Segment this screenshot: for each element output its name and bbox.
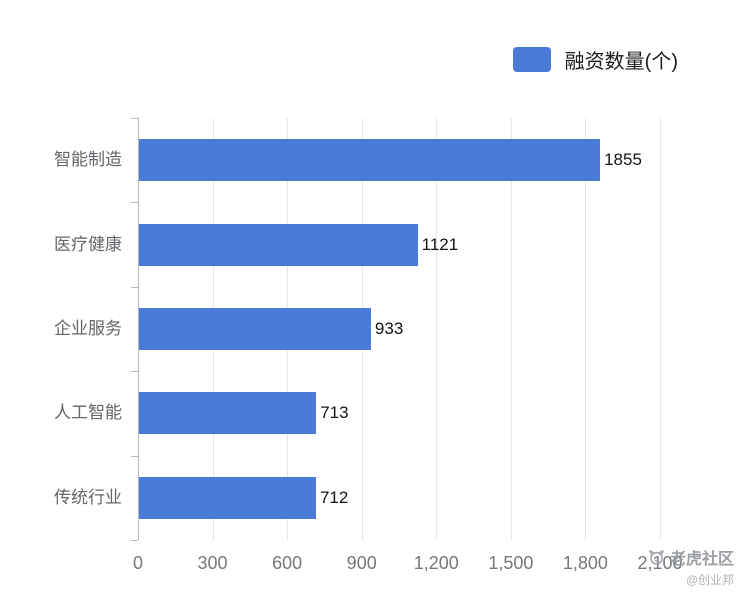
gridline (436, 118, 438, 540)
x-axis-tick-label: 600 (272, 553, 303, 573)
bar-value-label: 1121 (421, 234, 459, 254)
tiger-logo-icon (648, 549, 665, 566)
category-label: 传统行业 (54, 487, 122, 507)
x-axis-tick-label: 900 (346, 553, 377, 573)
x-axis-tick-label: 1,500 (488, 553, 534, 573)
watermark-brand-row: 老虎社区 (648, 545, 734, 569)
legend-label: 融资数量(个) (564, 51, 678, 73)
bar-value-label: 1855 (604, 150, 642, 170)
watermark-handle: @创业邦 (685, 573, 734, 587)
category-label: 企业服务 (54, 319, 122, 338)
category-label: 人工智能 (54, 403, 122, 423)
bar-1[interactable] (139, 139, 601, 182)
category-label: 智能制造 (54, 150, 122, 170)
y-axis-tick (131, 286, 138, 288)
bar-4[interactable] (139, 392, 317, 435)
watermark: 老虎社区 @创业邦 (648, 545, 734, 588)
bar-value-label: 713 (320, 403, 349, 423)
bar-value-label: 933 (374, 319, 404, 338)
bar-2[interactable] (139, 223, 418, 266)
y-axis-tick (131, 202, 138, 204)
x-axis-tick-label: 1,800 (562, 553, 608, 573)
bar-value-label: 712 (319, 487, 349, 507)
x-axis-tick-label: 300 (197, 553, 228, 573)
gridline (585, 118, 587, 540)
gridline (660, 118, 661, 540)
x-axis-tick-label: 0 (132, 553, 144, 573)
gridline (510, 118, 512, 540)
bar-3[interactable] (139, 308, 371, 350)
y-axis-tick (131, 371, 138, 373)
legend-item-funding-count[interactable]: 融资数量(个) (512, 45, 678, 74)
y-axis-line (138, 118, 139, 540)
bar-5[interactable] (139, 476, 316, 519)
x-axis-tick-label: 1,200 (413, 553, 459, 573)
legend-swatch-icon (512, 47, 551, 72)
y-axis-tick (131, 455, 138, 457)
y-axis-tick (131, 118, 138, 119)
y-axis-tick (131, 540, 138, 541)
category-label: 医疗健康 (54, 234, 122, 254)
watermark-brand: 老虎社区 (669, 551, 734, 568)
